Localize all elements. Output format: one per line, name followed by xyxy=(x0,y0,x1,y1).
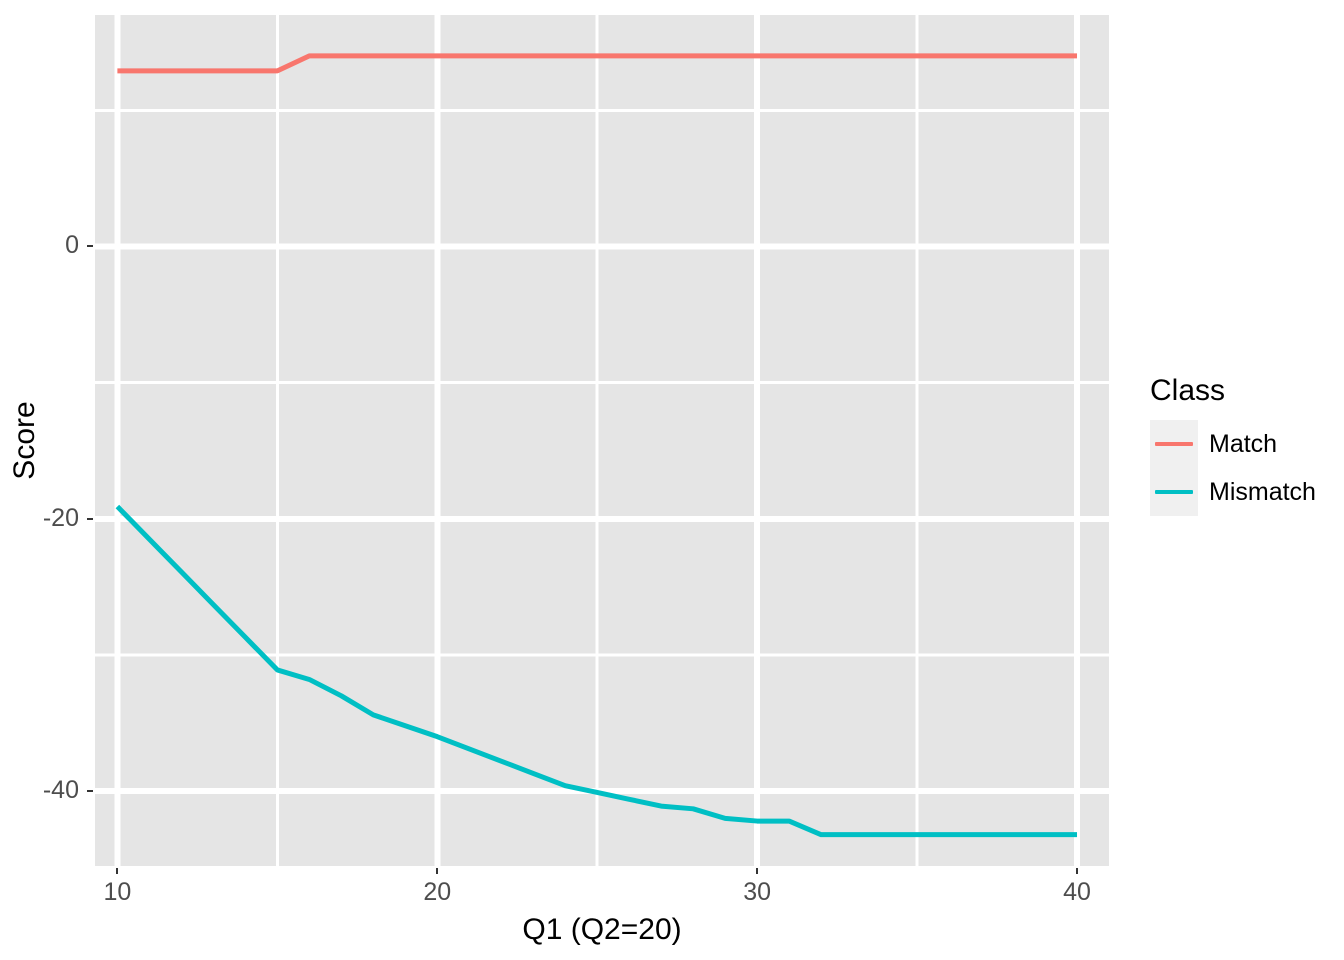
x-tick-mark xyxy=(1076,868,1078,874)
legend-entry-mismatch[interactable]: Mismatch xyxy=(1150,468,1340,516)
y-tick-label: 0 xyxy=(65,231,79,260)
x-axis-title-text: Q1 (Q2=20) xyxy=(522,913,682,946)
x-tick-mark xyxy=(436,868,439,874)
data-series-group xyxy=(115,53,1078,838)
legend-key-swatch xyxy=(1150,420,1198,468)
y-tick-label: -20 xyxy=(42,503,79,532)
plot-area-svg xyxy=(95,15,1109,866)
series-line-match xyxy=(117,53,1078,74)
legend-label: Match xyxy=(1209,430,1278,458)
series-line-mismatch xyxy=(115,504,1078,838)
x-tick-label: 20 xyxy=(423,878,452,906)
legend-key-swatch xyxy=(1150,468,1198,516)
y-axis-title-text: Score xyxy=(8,401,41,480)
legend-title: Class xyxy=(1150,374,1226,407)
x-tick-mark xyxy=(116,868,119,874)
y-tick-mark xyxy=(87,517,93,520)
grid-major-lines xyxy=(95,15,1109,866)
legend: Class Match Mismatch xyxy=(1150,374,1340,516)
x-tick-label: 40 xyxy=(1063,878,1091,906)
plot-panel xyxy=(95,15,1109,866)
y-tick-mark xyxy=(87,790,93,793)
y-tick-label: -40 xyxy=(42,776,79,805)
legend-label: Mismatch xyxy=(1209,478,1316,506)
legend-entries: Match Mismatch xyxy=(1150,420,1340,516)
x-tick-label: 30 xyxy=(743,878,772,906)
legend-key-line-icon xyxy=(1155,442,1193,446)
x-tick-label: 10 xyxy=(103,878,132,906)
grid-minor-lines xyxy=(95,15,1109,866)
y-axis-title: Score xyxy=(8,15,42,866)
y-tick-mark xyxy=(87,245,93,248)
legend-entry-match[interactable]: Match xyxy=(1150,420,1340,468)
legend-key-line-icon xyxy=(1155,490,1193,494)
x-tick-mark xyxy=(756,868,759,874)
